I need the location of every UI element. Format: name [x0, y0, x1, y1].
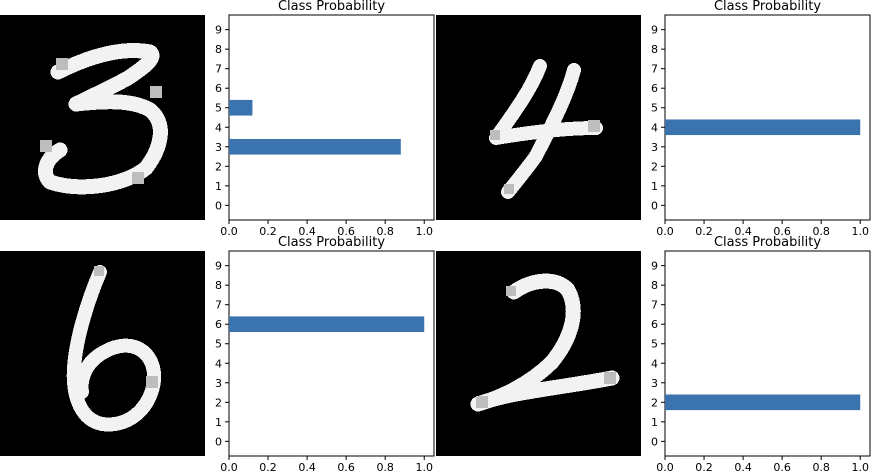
- y-tick-label: 7: [215, 63, 222, 76]
- chart-title: Class Probability: [278, 235, 385, 250]
- x-tick-label: 0.2: [259, 225, 277, 238]
- probability-chart-2: Class Probability 0 1 2 3 4 5 6 7 8 9 0.0 0.2 0.4 0.6 0…: [651, 0, 871, 238]
- y-tick-label: 6: [215, 318, 222, 331]
- y-tick-label: 0: [215, 435, 222, 448]
- y-tick-label: 5: [215, 338, 222, 351]
- x-tick-label: 0.4: [298, 225, 316, 238]
- y-tick-label: 5: [651, 102, 658, 115]
- x-tick-label: 0.0: [220, 225, 238, 238]
- plot-area: [228, 14, 435, 221]
- bar-class-4: [665, 119, 861, 136]
- probability-chart-4: Class Probability 0 1 2 3 4 5 6 7 8 9 0.0 0.2 0.4 0.6 0…: [651, 235, 871, 472]
- chart-title: Class Probability: [278, 0, 385, 14]
- x-tick-label: 1.0: [851, 461, 869, 472]
- y-tick-label: 1: [215, 416, 222, 429]
- x-tick-label: 0.6: [773, 461, 791, 472]
- y-tick-label: 4: [215, 357, 222, 370]
- x-tick-label: 0.0: [656, 461, 674, 472]
- y-tick-label: 6: [651, 82, 658, 95]
- x-tick-label: 0.4: [298, 461, 316, 472]
- x-tick-label: 0.2: [695, 225, 713, 238]
- probability-chart-1: Class Probability 0 1 2 3 4 5 6 7 8 9 0.0 0.2 0.4 0.6 0…: [215, 0, 435, 238]
- y-tick-label: 1: [215, 180, 222, 193]
- plot-area: [228, 250, 435, 457]
- x-tick-label: 0.0: [656, 225, 674, 238]
- x-tick-label: 0.0: [220, 461, 238, 472]
- x-tick-label: 0.8: [376, 461, 394, 472]
- probability-chart-3: Class Probability 0 1 2 3 4 5 6 7 8 9 0.0 0.2 0.4 0.6 0…: [215, 235, 435, 472]
- x-tick-label: 1.0: [415, 225, 433, 238]
- y-tick-label: 4: [651, 121, 658, 134]
- digit-image-4: [436, 15, 641, 220]
- digit-image-3: [0, 15, 205, 220]
- y-tick-label: 7: [651, 299, 658, 312]
- x-tick-label: 0.2: [695, 461, 713, 472]
- y-tick-label: 3: [215, 141, 222, 154]
- y-tick-label: 9: [651, 260, 658, 273]
- bar-class-3: [229, 138, 401, 155]
- y-tick-label: 9: [651, 24, 658, 37]
- y-tick-label: 2: [215, 396, 222, 409]
- y-tick-label: 6: [651, 318, 658, 331]
- bar-class-2: [665, 394, 861, 411]
- x-tick-label: 0.4: [734, 461, 752, 472]
- x-tick-label: 1.0: [415, 461, 433, 472]
- y-tick-label: 4: [651, 357, 658, 370]
- y-tick-label: 3: [215, 377, 222, 390]
- y-tick-label: 7: [651, 63, 658, 76]
- x-tick-label: 0.2: [259, 461, 277, 472]
- x-tick-label: 0.8: [812, 225, 830, 238]
- digit-image-6: [0, 251, 205, 456]
- x-tick-label: 1.0: [851, 225, 869, 238]
- y-tick-label: 8: [651, 43, 658, 56]
- y-tick-label: 8: [651, 279, 658, 292]
- plot-area: [664, 250, 871, 457]
- y-tick-label: 7: [215, 299, 222, 312]
- x-tick-label: 0.4: [734, 225, 752, 238]
- y-tick-label: 8: [215, 43, 222, 56]
- y-tick-label: 0: [215, 199, 222, 212]
- y-tick-label: 9: [215, 260, 222, 273]
- plot-area: [664, 14, 871, 221]
- y-tick-label: 1: [651, 180, 658, 193]
- x-tick-label: 0.8: [812, 461, 830, 472]
- y-tick-label: 0: [651, 199, 658, 212]
- y-tick-label: 6: [215, 82, 222, 95]
- x-tick-label: 0.6: [337, 461, 355, 472]
- y-tick-label: 0: [651, 435, 658, 448]
- y-tick-label: 3: [651, 141, 658, 154]
- y-tick-label: 3: [651, 377, 658, 390]
- chart-title: Class Probability: [714, 235, 821, 250]
- x-tick-label: 0.8: [376, 225, 394, 238]
- y-tick-label: 1: [651, 416, 658, 429]
- x-tick-label: 0.6: [337, 225, 355, 238]
- y-tick-label: 5: [215, 102, 222, 115]
- y-tick-label: 2: [215, 160, 222, 173]
- y-tick-label: 8: [215, 279, 222, 292]
- y-tick-label: 5: [651, 338, 658, 351]
- y-tick-label: 4: [215, 121, 222, 134]
- y-tick-label: 9: [215, 24, 222, 37]
- bar-class-6: [229, 316, 425, 333]
- x-tick-label: 0.6: [773, 225, 791, 238]
- digit-image-2: [436, 251, 641, 456]
- y-tick-label: 2: [651, 396, 658, 409]
- y-tick-label: 2: [651, 160, 658, 173]
- chart-title: Class Probability: [714, 0, 821, 14]
- bar-class-5: [229, 99, 253, 116]
